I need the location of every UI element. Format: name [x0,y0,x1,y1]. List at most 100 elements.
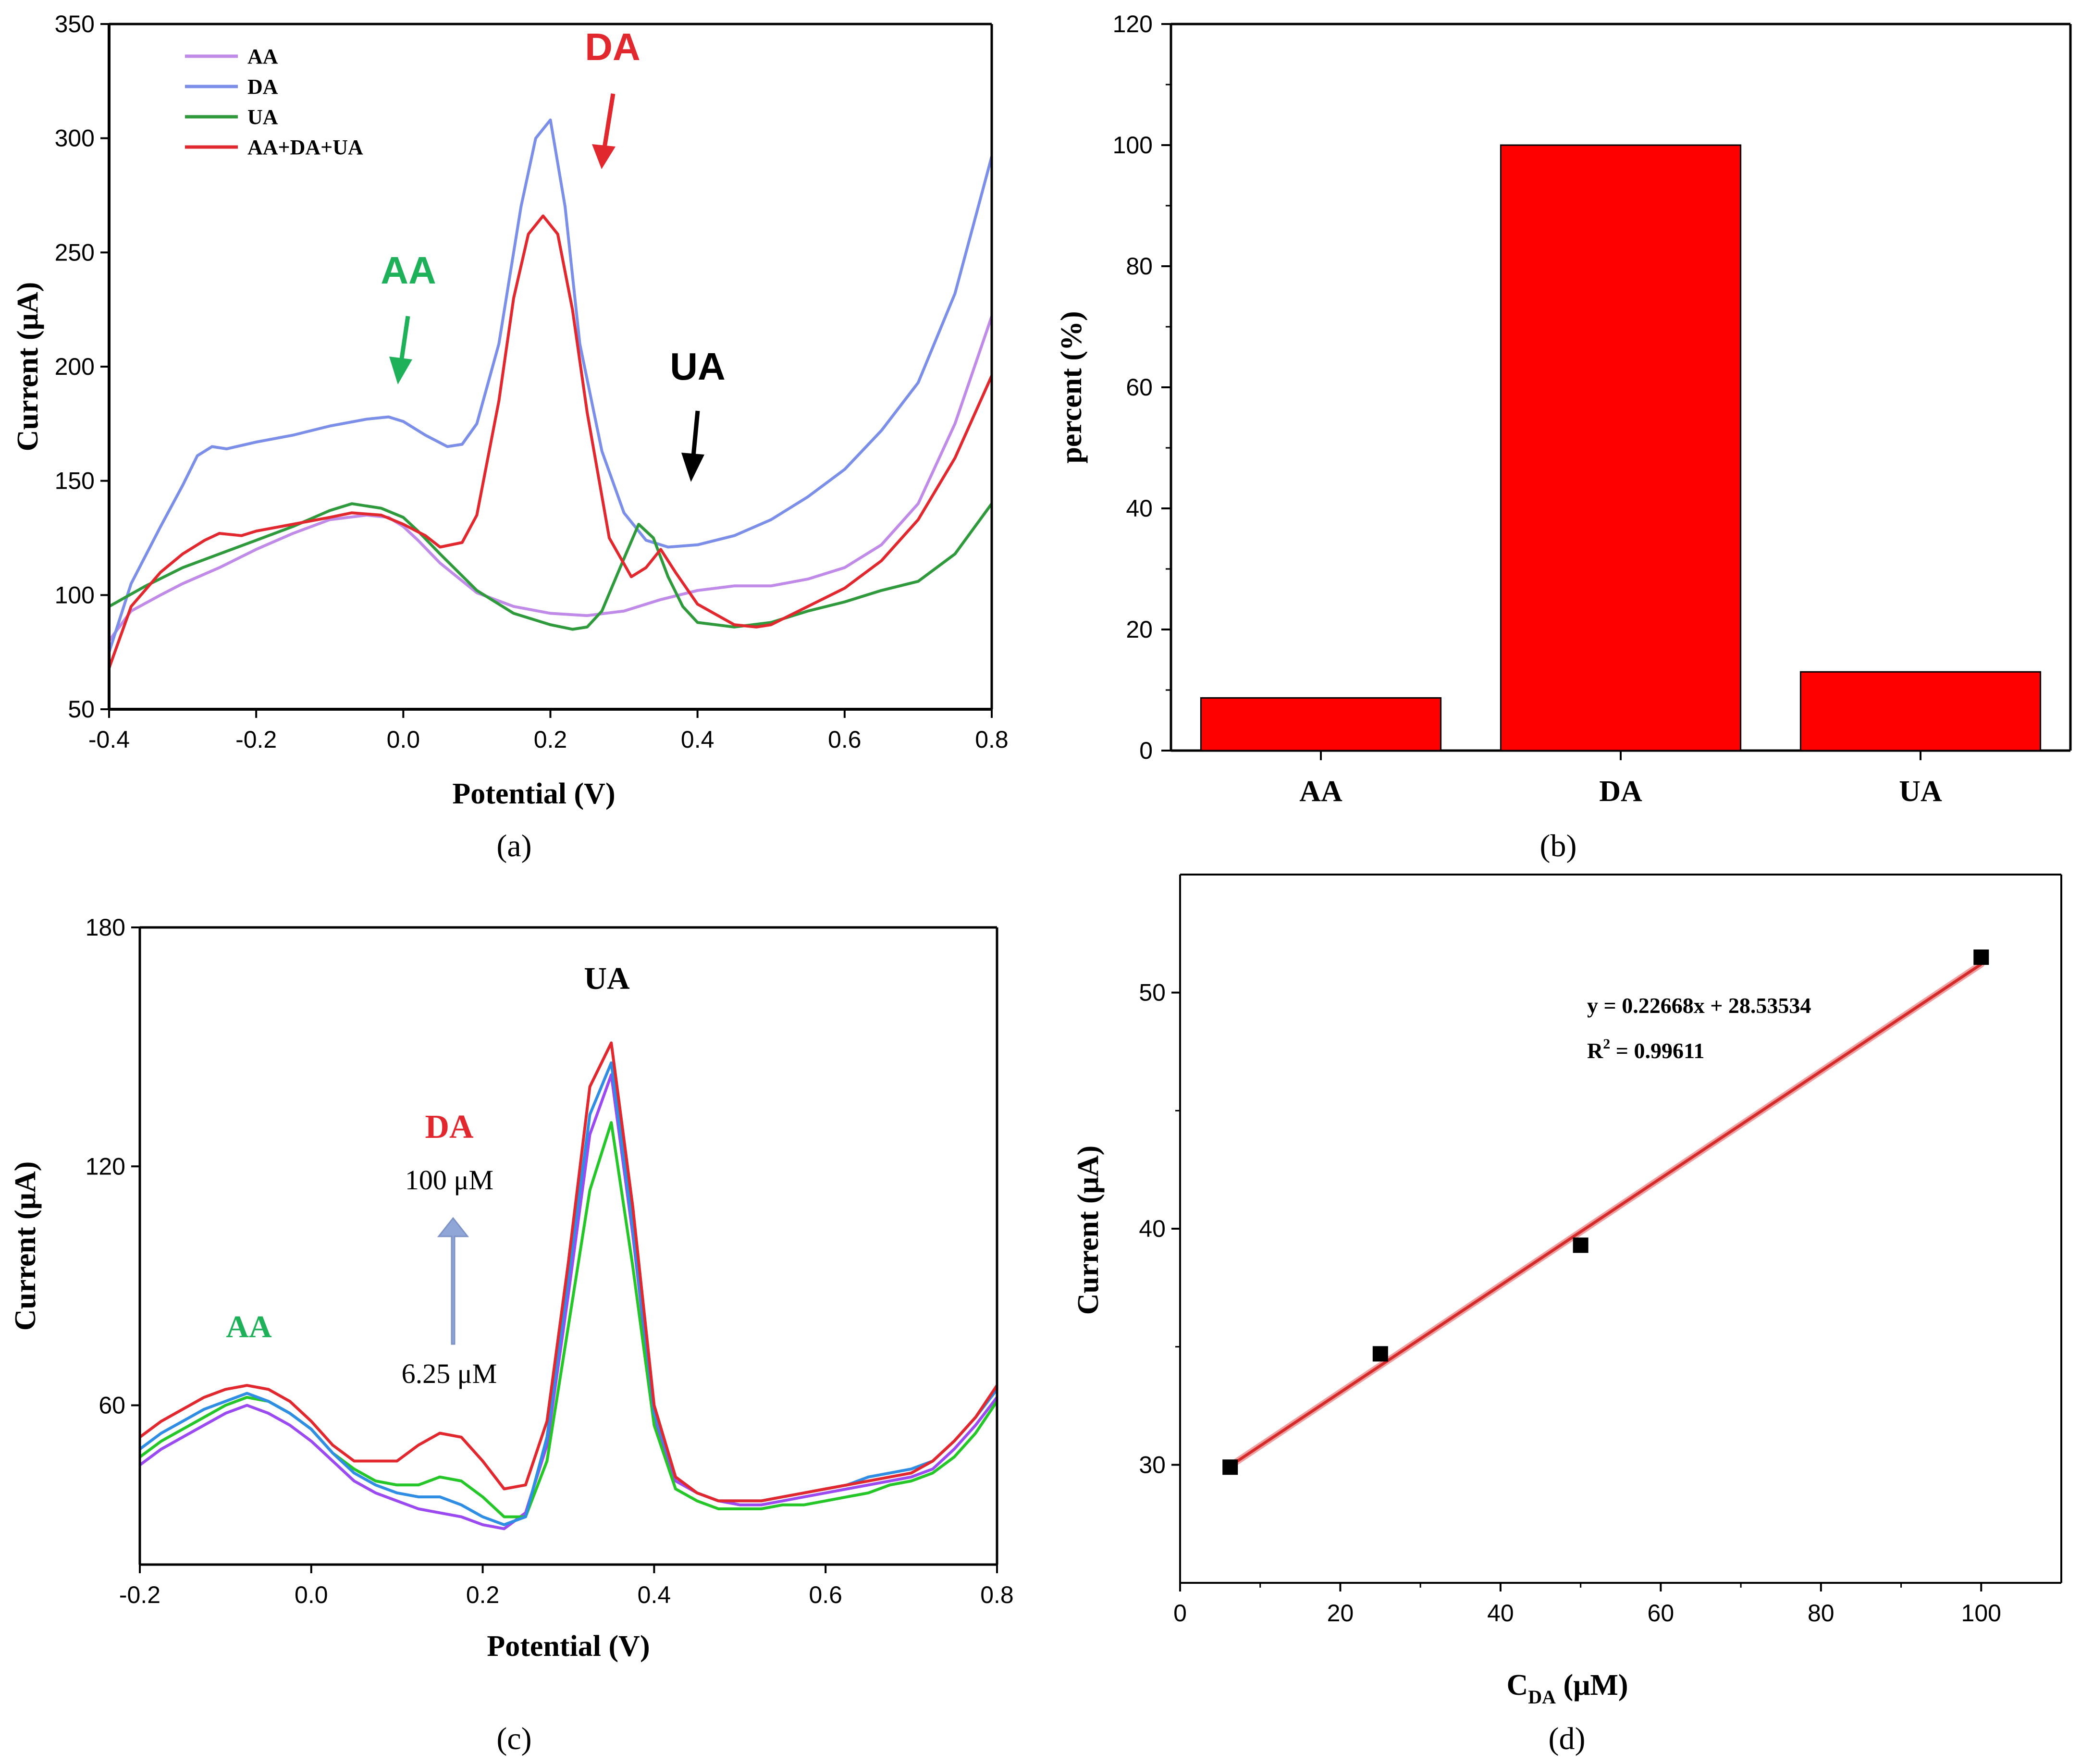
d-panel-label: (d) [1549,1721,1586,1756]
d-ytick-label: 40 [1139,1215,1166,1242]
d-ylabel: Current (μA) [1072,1146,1105,1315]
a-xtick-label: 0.0 [387,726,420,753]
c-annotation-da: DA [425,1109,474,1146]
b-bar-da [1500,144,1742,752]
d-r-squared-r: R [1587,1038,1603,1063]
a-arrowhead-aa [389,357,412,384]
c-annotation-ua: UA [584,961,630,996]
c-ylabel: Current (μA) [9,1161,42,1331]
a-ytick-label: 200 [55,353,95,380]
d-r-squared-exp: 2 [1603,1036,1610,1052]
panel-c: -0.2 0.0 0.2 0.4 0.6 0.8 60 120 180 Potential (V… [9,914,1014,1756]
a-annotation-ua: UA [670,345,726,388]
a-legend: AA DA UA AA+DA+UA [185,45,363,159]
a-arrow-ua [690,410,700,462]
d-xlabel-sub: DA [1528,1686,1556,1708]
c-xtick-label: 0.4 [638,1581,671,1608]
d-ytick-label: 50 [1139,979,1166,1006]
panel-b: AA DA UA 0 20 40 60 80 100 120 percent (%) (b) [1055,11,2072,863]
d-xtick-label: 80 [1808,1600,1835,1627]
d-r-squared: R2 = 0.99611 [1587,1036,1704,1063]
a-arrow-da [601,93,616,154]
c-xtick-label: 0.8 [980,1581,1014,1608]
panel-a: -0.4 -0.2 0.0 0.2 0.4 0.6 0.8 50 100 150 200 250 300… [12,11,1009,863]
a-ytick-label: 350 [55,11,95,37]
c-annotation-aa: AA [226,1309,272,1345]
a-legend-label-ua: UA [247,105,278,129]
a-legend-label-aa: AA [247,45,278,68]
b-ytick-label: 60 [1126,374,1153,401]
c-xtick-label: 0.6 [809,1581,842,1608]
c-series-line-0 [139,1041,998,1503]
b-category-label: UA [1899,775,1942,808]
b-ylabel: percent (%) [1055,311,1088,463]
b-category-label: DA [1599,775,1642,808]
a-legend-label-da: DA [247,75,278,99]
a-arrow-aa [398,316,410,366]
c-annotation-6um: 6.25 μM [402,1358,497,1389]
a-ytick-label: 300 [55,125,95,152]
b-ytick-label: 20 [1126,616,1153,643]
a-ylabel: Current (μA) [12,282,44,452]
panel-d: 0 20 40 60 80 100 30 40 50 y = 0.22668x + 28.535… [1072,874,2062,1756]
c-xtick-label: -0.2 [119,1581,160,1608]
a-ytick-label: 100 [55,581,95,608]
d-data-point [1973,949,1989,965]
a-series-line-2 [108,502,993,631]
d-data-point [1372,1346,1388,1362]
c-up-arrow [437,1217,469,1345]
a-xtick-label: 0.6 [828,726,862,753]
a-xtick-label: -0.2 [235,726,277,753]
b-bar-aa [1200,697,1442,752]
a-arrowhead-ua [681,453,704,482]
a-annotation-aa: AA [381,249,436,292]
d-ytick-label: 30 [1139,1451,1166,1478]
d-xtick-label: 40 [1487,1600,1514,1627]
b-ytick-label: 40 [1126,495,1153,522]
b-ytick-label: 120 [1113,11,1153,37]
b-bar-ua [1799,671,2042,752]
c-ytick-label: 180 [86,914,125,941]
d-r-squared-value: = 0.99611 [1610,1038,1704,1063]
d-xtick-label: 100 [1961,1600,2001,1627]
b-ytick-label: 0 [1139,737,1153,764]
a-xlabel: Potential (V) [452,777,615,810]
c-ytick-label: 120 [86,1153,125,1180]
b-panel-label: (b) [1540,828,1577,863]
b-category-label: AA [1299,775,1342,808]
a-xtick-label: 0.8 [975,726,1009,753]
d-xlabel: CDA (μM) [1506,1669,1628,1708]
a-ytick-label: 50 [68,696,95,723]
d-data-point [1573,1237,1588,1253]
a-arrowhead-da [592,144,616,169]
a-xtick-label: 0.4 [681,726,714,753]
d-xlabel-unit: (μM) [1556,1669,1628,1702]
a-panel-label: (a) [496,828,531,863]
a-xtick-label: -0.4 [88,726,130,753]
a-annotation-da: DA [585,25,640,68]
d-xtick-label: 20 [1327,1600,1354,1627]
d-xtick-label: 0 [1173,1600,1187,1627]
a-ytick-label: 150 [55,468,95,494]
b-ytick-label: 80 [1126,253,1153,280]
c-xtick-label: 0.2 [466,1581,500,1608]
d-fit-equation: y = 0.22668x + 28.53534 [1587,993,1811,1018]
c-ytick-label: 60 [99,1392,125,1419]
c-xlabel: Potential (V) [487,1630,650,1663]
a-series-line-0 [108,316,993,642]
a-xtick-label: 0.2 [534,726,567,753]
b-ytick-label: 100 [1113,132,1153,159]
a-ytick-label: 250 [55,239,95,266]
c-xtick-label: 0.0 [295,1581,328,1608]
a-legend-label-mix: AA+DA+UA [247,136,363,159]
a-series-line-1 [108,118,993,653]
d-fit-line [1229,963,1982,1468]
c-annotation-100um: 100 μM [405,1164,493,1196]
c-panel-label: (c) [496,1721,531,1756]
a-series-line-3 [108,214,993,669]
d-xlabel-main: C [1506,1669,1528,1702]
c-series-line-3 [139,1073,998,1530]
d-data-point [1222,1459,1238,1475]
d-xtick-label: 60 [1648,1600,1675,1627]
